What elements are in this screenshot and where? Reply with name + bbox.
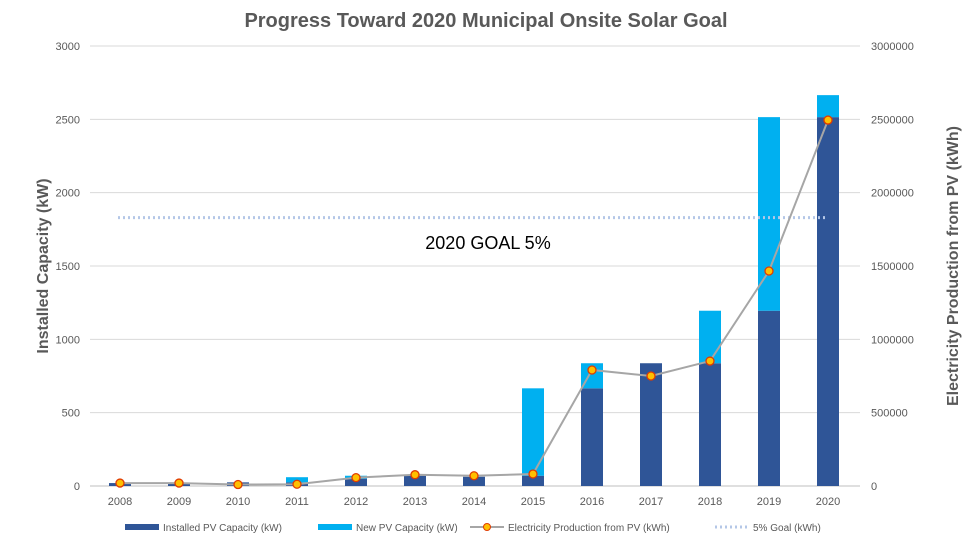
legend-label: Installed PV Capacity (kW) (163, 523, 282, 534)
bar-installed (640, 363, 662, 486)
y-tick-label: 2500 (56, 114, 80, 126)
bar-installed (817, 117, 839, 486)
bar-installed (758, 310, 780, 486)
legend-label: 5% Goal (kWh) (753, 523, 821, 534)
x-tick-label: 2019 (757, 496, 781, 508)
electricity-marker (410, 470, 420, 480)
electricity-marker (115, 478, 125, 488)
electricity-marker (174, 478, 184, 488)
y2-tick-label: 0 (871, 481, 877, 493)
electricity-marker (705, 356, 715, 366)
legend-label: Electricity Production from PV (kWh) (508, 523, 670, 534)
electricity-marker (233, 479, 243, 490)
y-tick-label: 1500 (56, 261, 80, 273)
electricity-marker (528, 469, 538, 479)
y2-axis-title: Electricity Production from PV (kWh) (945, 126, 962, 406)
lines (115, 115, 833, 490)
x-tick-label: 2010 (226, 496, 250, 508)
electricity-marker (646, 371, 656, 381)
x-tick-label: 2013 (403, 496, 427, 508)
chart-title: Progress Toward 2020 Municipal Onsite So… (244, 10, 727, 32)
legend-swatch (125, 524, 159, 530)
y-axis-title: Installed Capacity (kW) (35, 178, 52, 353)
y-tick-label: 2000 (56, 188, 80, 200)
goal-annotation: 2020 GOAL 5% (425, 233, 550, 253)
y2-tick-label: 1000000 (871, 334, 914, 346)
x-axis-ticks: 2008 2009 2010 2011 2012 2013 2014 2015 2016 2017… (108, 496, 840, 508)
electricity-marker (764, 266, 774, 276)
x-tick-label: 2015 (521, 496, 545, 508)
y2-axis-ticks: 0 500000 1000000 1500000 2000000 2500000 30000… (871, 41, 914, 493)
x-tick-label: 2018 (698, 496, 722, 508)
y-tick-label: 500 (62, 408, 80, 420)
x-tick-label: 2011 (285, 496, 309, 508)
x-tick-label: 2008 (108, 496, 132, 508)
y2-tick-label: 2000000 (871, 188, 914, 200)
bar-installed (522, 475, 544, 486)
bar-installed (404, 475, 426, 486)
bar-installed (345, 478, 367, 486)
y2-tick-label: 3000000 (871, 41, 914, 53)
y-tick-label: 3000 (56, 41, 80, 53)
bar-installed (463, 476, 485, 486)
bar-installed (581, 388, 603, 486)
bar-new (758, 117, 780, 311)
bar-new (699, 310, 721, 364)
gridlines (90, 45, 860, 487)
legend: Installed PV Capacity (kW) New PV Capacit… (125, 523, 821, 534)
y2-tick-label: 1500000 (871, 261, 914, 273)
x-tick-label: 2009 (167, 496, 191, 508)
x-tick-label: 2016 (580, 496, 604, 508)
electricity-marker (351, 472, 361, 483)
y-axis-ticks: 0 500 1000 1500 2000 2500 3000 (56, 41, 80, 493)
bar-new (522, 388, 544, 476)
electricity-marker (587, 365, 597, 375)
legend-label: New PV Capacity (kW) (356, 523, 458, 534)
bar-installed (699, 363, 721, 486)
x-tick-label: 2017 (639, 496, 663, 508)
y-tick-label: 1000 (56, 334, 80, 346)
electricity-marker (292, 479, 302, 489)
bar-new (817, 95, 839, 118)
legend-marker (483, 523, 491, 531)
electricity-marker (469, 471, 479, 481)
bar-new (581, 363, 603, 389)
electricity-line (120, 119, 829, 486)
y-tick-label: 0 (74, 481, 80, 493)
x-tick-label: 2012 (344, 496, 368, 508)
bars (109, 95, 839, 486)
y2-tick-label: 500000 (871, 408, 908, 420)
y2-tick-label: 2500000 (871, 114, 914, 126)
x-tick-label: 2014 (462, 496, 486, 508)
legend-swatch (318, 524, 352, 530)
x-tick-label: 2020 (816, 496, 840, 508)
electricity-marker (823, 115, 833, 125)
